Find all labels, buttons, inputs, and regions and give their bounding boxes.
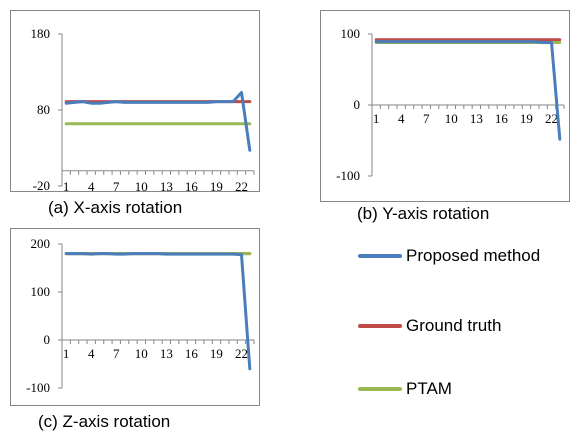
x-tick-label: 16	[495, 111, 509, 126]
chart-z-rotation: -100 0 100 200 1 4 7 10 13 16 19 22	[10, 228, 260, 406]
y-tick-label: -20	[33, 178, 50, 192]
y-tick-label: 100	[341, 26, 361, 41]
y-tick-label: -100	[26, 380, 50, 395]
y-tick-label: 180	[31, 26, 51, 41]
legend-label-ground-truth: Ground truth	[406, 316, 502, 335]
legend-label-ptam: PTAM	[406, 379, 452, 398]
chart-y-rotation: -100 0 100 1 4 7 10 13 16 19 22	[320, 10, 570, 202]
legend-item-proposed: Proposed method	[358, 244, 540, 268]
chart-frame	[10, 228, 260, 406]
caption-x-rotation: (a) X-axis rotation	[48, 198, 183, 217]
x-tick-label: 13	[160, 346, 173, 361]
x-tick-label: 10	[135, 346, 148, 361]
x-tick-label: 22	[235, 179, 248, 192]
chart-y-rotation-plot: -100 0 100 1 4 7 10 13 16 19 22	[320, 10, 570, 202]
y-tick-label: 100	[31, 284, 51, 299]
x-tick-label: 22	[235, 346, 248, 361]
y-tick-label: 80	[37, 102, 50, 117]
x-tick-label: 4	[398, 111, 405, 126]
proposed-method-series-line	[64, 252, 252, 371]
x-tick-label: 10	[445, 111, 458, 126]
x-tick-label: 16	[185, 179, 199, 192]
x-tick-label: 16	[185, 346, 199, 361]
x-tick-label: 19	[210, 179, 223, 192]
y-tick-label: 200	[31, 236, 51, 251]
x-tick-label: 7	[113, 346, 120, 361]
x-tick-label: 19	[520, 111, 533, 126]
legend-swatch-ground-truth	[358, 324, 402, 328]
chart-x-rotation-plot: -20 80 180 1 4 7 10 13 16 19 22	[10, 10, 260, 192]
legend-swatch-proposed	[358, 254, 402, 258]
chart-z-rotation-plot: -100 0 100 200 1 4 7 10 13 16 19 22	[10, 228, 260, 406]
caption-y-rotation: (b) Y-axis rotation	[357, 204, 490, 223]
legend-item-ground-truth: Ground truth	[358, 314, 501, 338]
caption-z-rotation: (c) Z-axis rotation	[38, 412, 171, 431]
legend-swatch-ptam	[358, 387, 402, 391]
x-tick-label: 19	[210, 346, 223, 361]
x-tick-label: 13	[160, 179, 173, 192]
x-tick-label: 4	[88, 346, 95, 361]
proposed-method-series-line	[64, 91, 252, 152]
x-tick-label: 4	[88, 179, 95, 192]
y-tick-label: 0	[44, 332, 51, 347]
legend: Proposed method Ground truth PTAM	[358, 0, 581, 440]
proposed-method-series-line	[374, 40, 562, 141]
x-tick-label: 1	[63, 179, 70, 192]
x-tick-label: 10	[135, 179, 148, 192]
y-tick-label: 0	[354, 97, 361, 112]
y-tick-label: -100	[336, 168, 360, 183]
legend-label-proposed: Proposed method	[406, 246, 541, 265]
chart-x-rotation: -20 80 180 1 4 7 10 13 16 19 22	[10, 10, 260, 192]
legend-item-ptam: PTAM	[358, 377, 452, 401]
x-tick-label: 22	[545, 111, 558, 126]
x-tick-label: 7	[113, 179, 120, 192]
x-tick-label: 1	[373, 111, 380, 126]
x-tick-label: 7	[423, 111, 430, 126]
x-tick-label: 13	[470, 111, 483, 126]
x-tick-label: 1	[63, 346, 70, 361]
